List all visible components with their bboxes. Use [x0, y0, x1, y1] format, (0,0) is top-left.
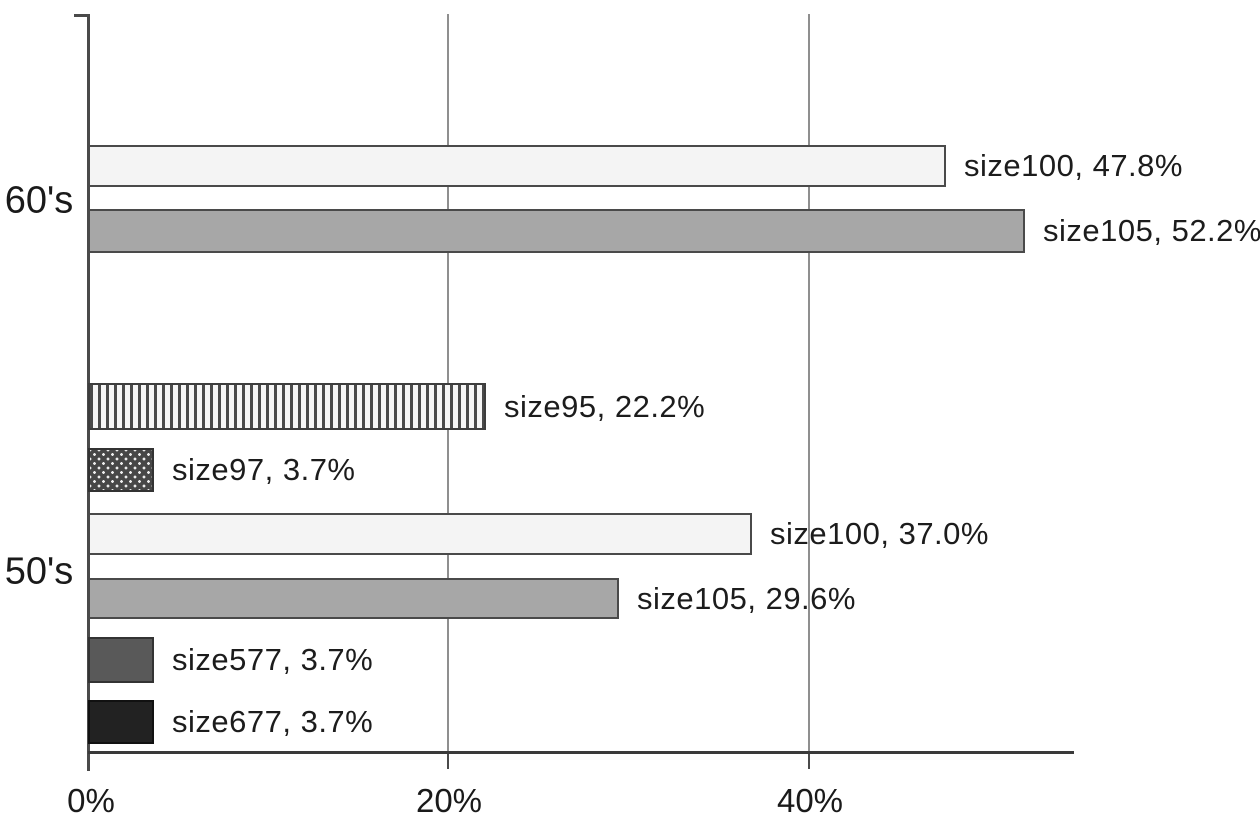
bar-50s-size677: [88, 700, 154, 744]
bar-label-50s-size95: size95, 22.2%: [504, 388, 706, 424]
x-axis-tick-40pct: [808, 754, 810, 769]
bar-50s-size105: [88, 578, 619, 619]
category-label-50s: 50's: [4, 550, 74, 593]
y-axis-top-tick: [74, 14, 90, 17]
bar-label-50s-size105: size105, 29.6%: [637, 580, 856, 616]
x-axis-tick-20pct: [447, 754, 449, 769]
bar-50s-size100: [88, 513, 752, 555]
bar-50s-size577: [88, 637, 154, 683]
bar-50s-size97: [88, 448, 154, 492]
bar-50s-size95: [88, 383, 486, 430]
bar-label-50s-size100: size100, 37.0%: [770, 516, 989, 551]
bar-label-60s-size100: size100, 47.8%: [964, 148, 1183, 183]
bar-60s-size100: [88, 145, 946, 187]
x-tick-label-0pct: 0%: [67, 782, 115, 819]
x-axis-line: [88, 751, 1074, 754]
gridline-40pct: [808, 14, 810, 752]
bar-label-50s-size677: size677, 3.7%: [172, 704, 374, 739]
x-tick-label-40pct: 40%: [776, 782, 844, 819]
bar-label-50s-size577: size577, 3.7%: [172, 642, 374, 677]
x-tick-label-20pct: 20%: [415, 782, 483, 819]
category-label-60s: 60's: [4, 179, 74, 222]
bar-label-50s-size97: size97, 3.7%: [172, 452, 356, 487]
bar-60s-size105: [88, 209, 1025, 253]
bar-label-60s-size105: size105, 52.2%: [1043, 213, 1260, 248]
